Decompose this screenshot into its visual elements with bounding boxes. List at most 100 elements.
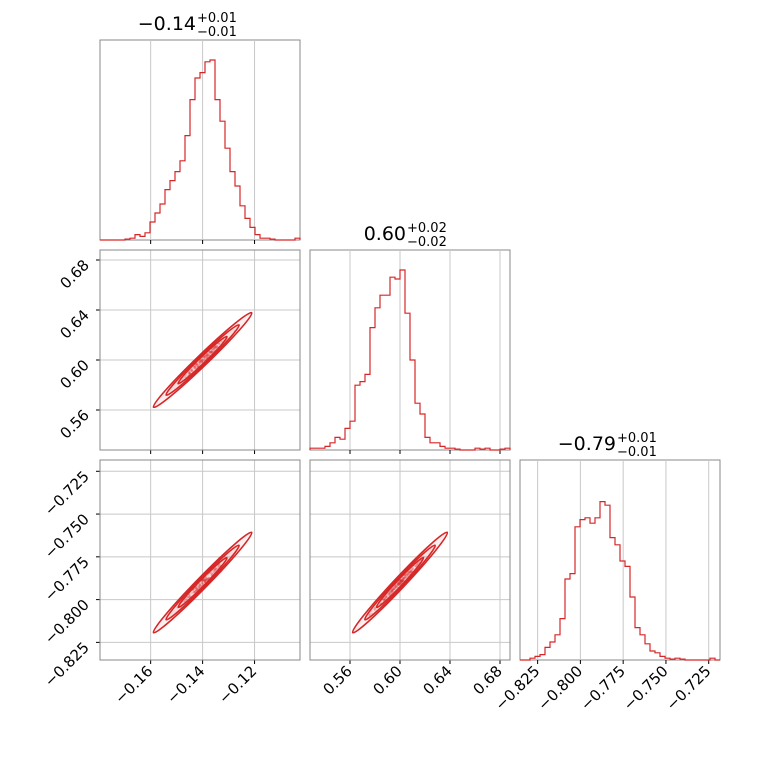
sample-point xyxy=(398,582,402,585)
sample-point xyxy=(397,581,401,585)
sample-point xyxy=(392,587,395,590)
sample-point xyxy=(402,578,405,582)
sample-point xyxy=(215,344,219,348)
sample-point xyxy=(407,570,411,574)
sample-point xyxy=(213,346,216,349)
sample-point xyxy=(188,371,192,374)
sample-point xyxy=(399,579,403,582)
sample-point xyxy=(409,571,412,574)
sample-point xyxy=(210,350,213,354)
sample-point xyxy=(389,592,392,596)
y-tick-label: 0.56 xyxy=(56,406,92,442)
sample-point xyxy=(194,366,197,369)
sample-point xyxy=(392,587,395,591)
sample-point xyxy=(204,579,207,583)
sample-point xyxy=(390,589,393,593)
sample-point xyxy=(406,572,409,575)
sample-point xyxy=(209,350,213,353)
sample-point xyxy=(217,565,220,568)
sample-point xyxy=(188,595,191,598)
sample-point xyxy=(210,349,214,353)
sample-point xyxy=(197,361,201,364)
sample-point xyxy=(398,583,401,586)
sample-point xyxy=(208,350,211,354)
sample-point xyxy=(199,360,202,364)
sample-point xyxy=(204,578,207,581)
sample-point xyxy=(195,363,198,366)
sample-point xyxy=(399,579,402,582)
x-tick-label: −0.14 xyxy=(163,662,208,707)
sample-point xyxy=(199,584,202,587)
sample-point xyxy=(394,586,397,590)
sample-point xyxy=(407,571,410,574)
sample-point xyxy=(199,584,202,588)
sample-point xyxy=(198,360,202,364)
sample-point xyxy=(405,572,408,576)
sample-point xyxy=(407,572,411,576)
sample-point xyxy=(206,355,209,358)
sample-point xyxy=(400,579,404,583)
sample-point xyxy=(212,347,216,350)
sample-point xyxy=(212,347,215,351)
sample-point xyxy=(391,588,394,592)
sample-point xyxy=(404,574,408,577)
sample-point xyxy=(386,592,390,595)
sample-point xyxy=(201,582,204,585)
sample-point xyxy=(409,570,413,574)
sample-point xyxy=(400,580,404,584)
sample-point xyxy=(200,581,204,584)
sample-point xyxy=(201,582,204,585)
sample-point xyxy=(400,579,404,583)
sample-point xyxy=(214,346,217,349)
sample-point xyxy=(403,576,406,579)
sample-point xyxy=(397,583,400,587)
sample-point xyxy=(195,588,198,592)
sample-point xyxy=(212,347,216,351)
sample-point xyxy=(399,580,402,583)
sample-point xyxy=(399,581,402,584)
sample-point xyxy=(402,579,405,582)
sample-point xyxy=(200,360,203,363)
sample-point xyxy=(391,588,395,591)
sample-point xyxy=(393,587,396,591)
sample-point xyxy=(185,598,188,601)
sample-point xyxy=(400,579,403,583)
sample-point xyxy=(190,369,194,373)
sample-point xyxy=(208,353,211,357)
sample-point xyxy=(182,600,186,603)
sample-point xyxy=(402,576,405,580)
sample-point xyxy=(399,581,402,584)
sample-point xyxy=(217,564,221,567)
sample-point xyxy=(202,578,205,581)
sample-point xyxy=(203,580,206,584)
sample-point xyxy=(410,569,414,572)
sample-point xyxy=(210,351,214,354)
histogram-panel-1: 0.60 +0.02−0.02 xyxy=(309,221,511,454)
sample-point xyxy=(387,592,391,595)
sample-point xyxy=(384,595,388,598)
sample-point xyxy=(388,591,392,594)
sample-point xyxy=(387,592,391,595)
sample-point xyxy=(204,354,207,357)
sample-point xyxy=(198,583,202,586)
sample-point xyxy=(402,577,405,581)
sample-point xyxy=(203,356,207,360)
sample-point xyxy=(200,359,203,363)
sample-point xyxy=(192,366,195,370)
sample-point xyxy=(202,579,205,582)
sample-point xyxy=(384,596,387,599)
sample-point xyxy=(193,365,197,368)
sample-point xyxy=(406,573,409,576)
sample-point xyxy=(187,371,190,374)
sample-point xyxy=(409,569,412,572)
x-tick-label: −0.775 xyxy=(577,662,629,714)
sample-point xyxy=(414,565,418,568)
sample-point xyxy=(196,587,199,590)
sample-point xyxy=(408,570,411,574)
sample-point xyxy=(214,567,218,570)
sample-point xyxy=(390,589,394,593)
histogram-panel-2: −0.79 +0.01−0.01 xyxy=(519,431,721,664)
sample-point xyxy=(205,353,209,357)
sample-point xyxy=(394,584,398,588)
sample-point xyxy=(207,354,210,357)
